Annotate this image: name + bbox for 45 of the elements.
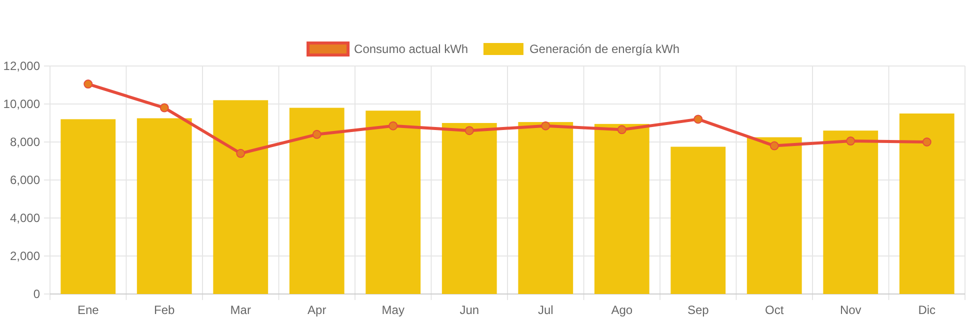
y-tick-label: 0 <box>33 287 40 302</box>
bar <box>518 122 574 294</box>
point <box>464 126 474 136</box>
point <box>770 141 779 150</box>
x-tick-label: Apr <box>308 303 326 317</box>
point <box>541 121 550 130</box>
point <box>84 80 93 89</box>
legend-label: Generación de energía kWh <box>529 42 680 56</box>
bar <box>213 100 268 294</box>
bar <box>594 124 650 294</box>
y-tick-label: 6,000 <box>10 173 40 188</box>
bar <box>670 146 726 294</box>
bar <box>289 108 344 294</box>
y-tick-label: 8,000 <box>10 135 40 150</box>
y-tick-label: 4,000 <box>10 211 40 226</box>
y-tick-label: 2,000 <box>10 249 40 264</box>
point <box>160 103 169 112</box>
x-tick-label: May <box>382 303 404 317</box>
point <box>388 121 398 130</box>
x-tick-label: Ene <box>77 303 100 317</box>
legend-label: Consumo actual kWh <box>354 42 468 56</box>
point <box>922 138 932 146</box>
x-tick-label: Jun <box>460 303 480 317</box>
bar <box>746 137 802 294</box>
x-tick-label: Dic <box>918 303 936 317</box>
y-tick-label: 12,000 <box>3 59 40 74</box>
bar <box>366 110 421 294</box>
x-tick-label: Feb <box>154 303 176 317</box>
x-tick-label: Sep <box>687 303 710 317</box>
point <box>236 148 246 158</box>
point <box>617 125 626 134</box>
x-tick-label: Nov <box>840 303 862 317</box>
bar <box>823 130 878 294</box>
bar <box>136 118 192 294</box>
x-tick-label: Jul <box>538 303 554 317</box>
x-tick-label: Oct <box>765 303 784 317</box>
bar <box>60 119 116 294</box>
x-tick-label: Mar <box>230 303 251 317</box>
point <box>312 130 322 139</box>
bar <box>442 123 497 294</box>
point <box>694 114 703 124</box>
y-tick-label: 10,000 <box>3 97 40 112</box>
bar <box>899 114 954 294</box>
x-tick-label: Ago <box>611 303 633 317</box>
point <box>846 136 856 146</box>
